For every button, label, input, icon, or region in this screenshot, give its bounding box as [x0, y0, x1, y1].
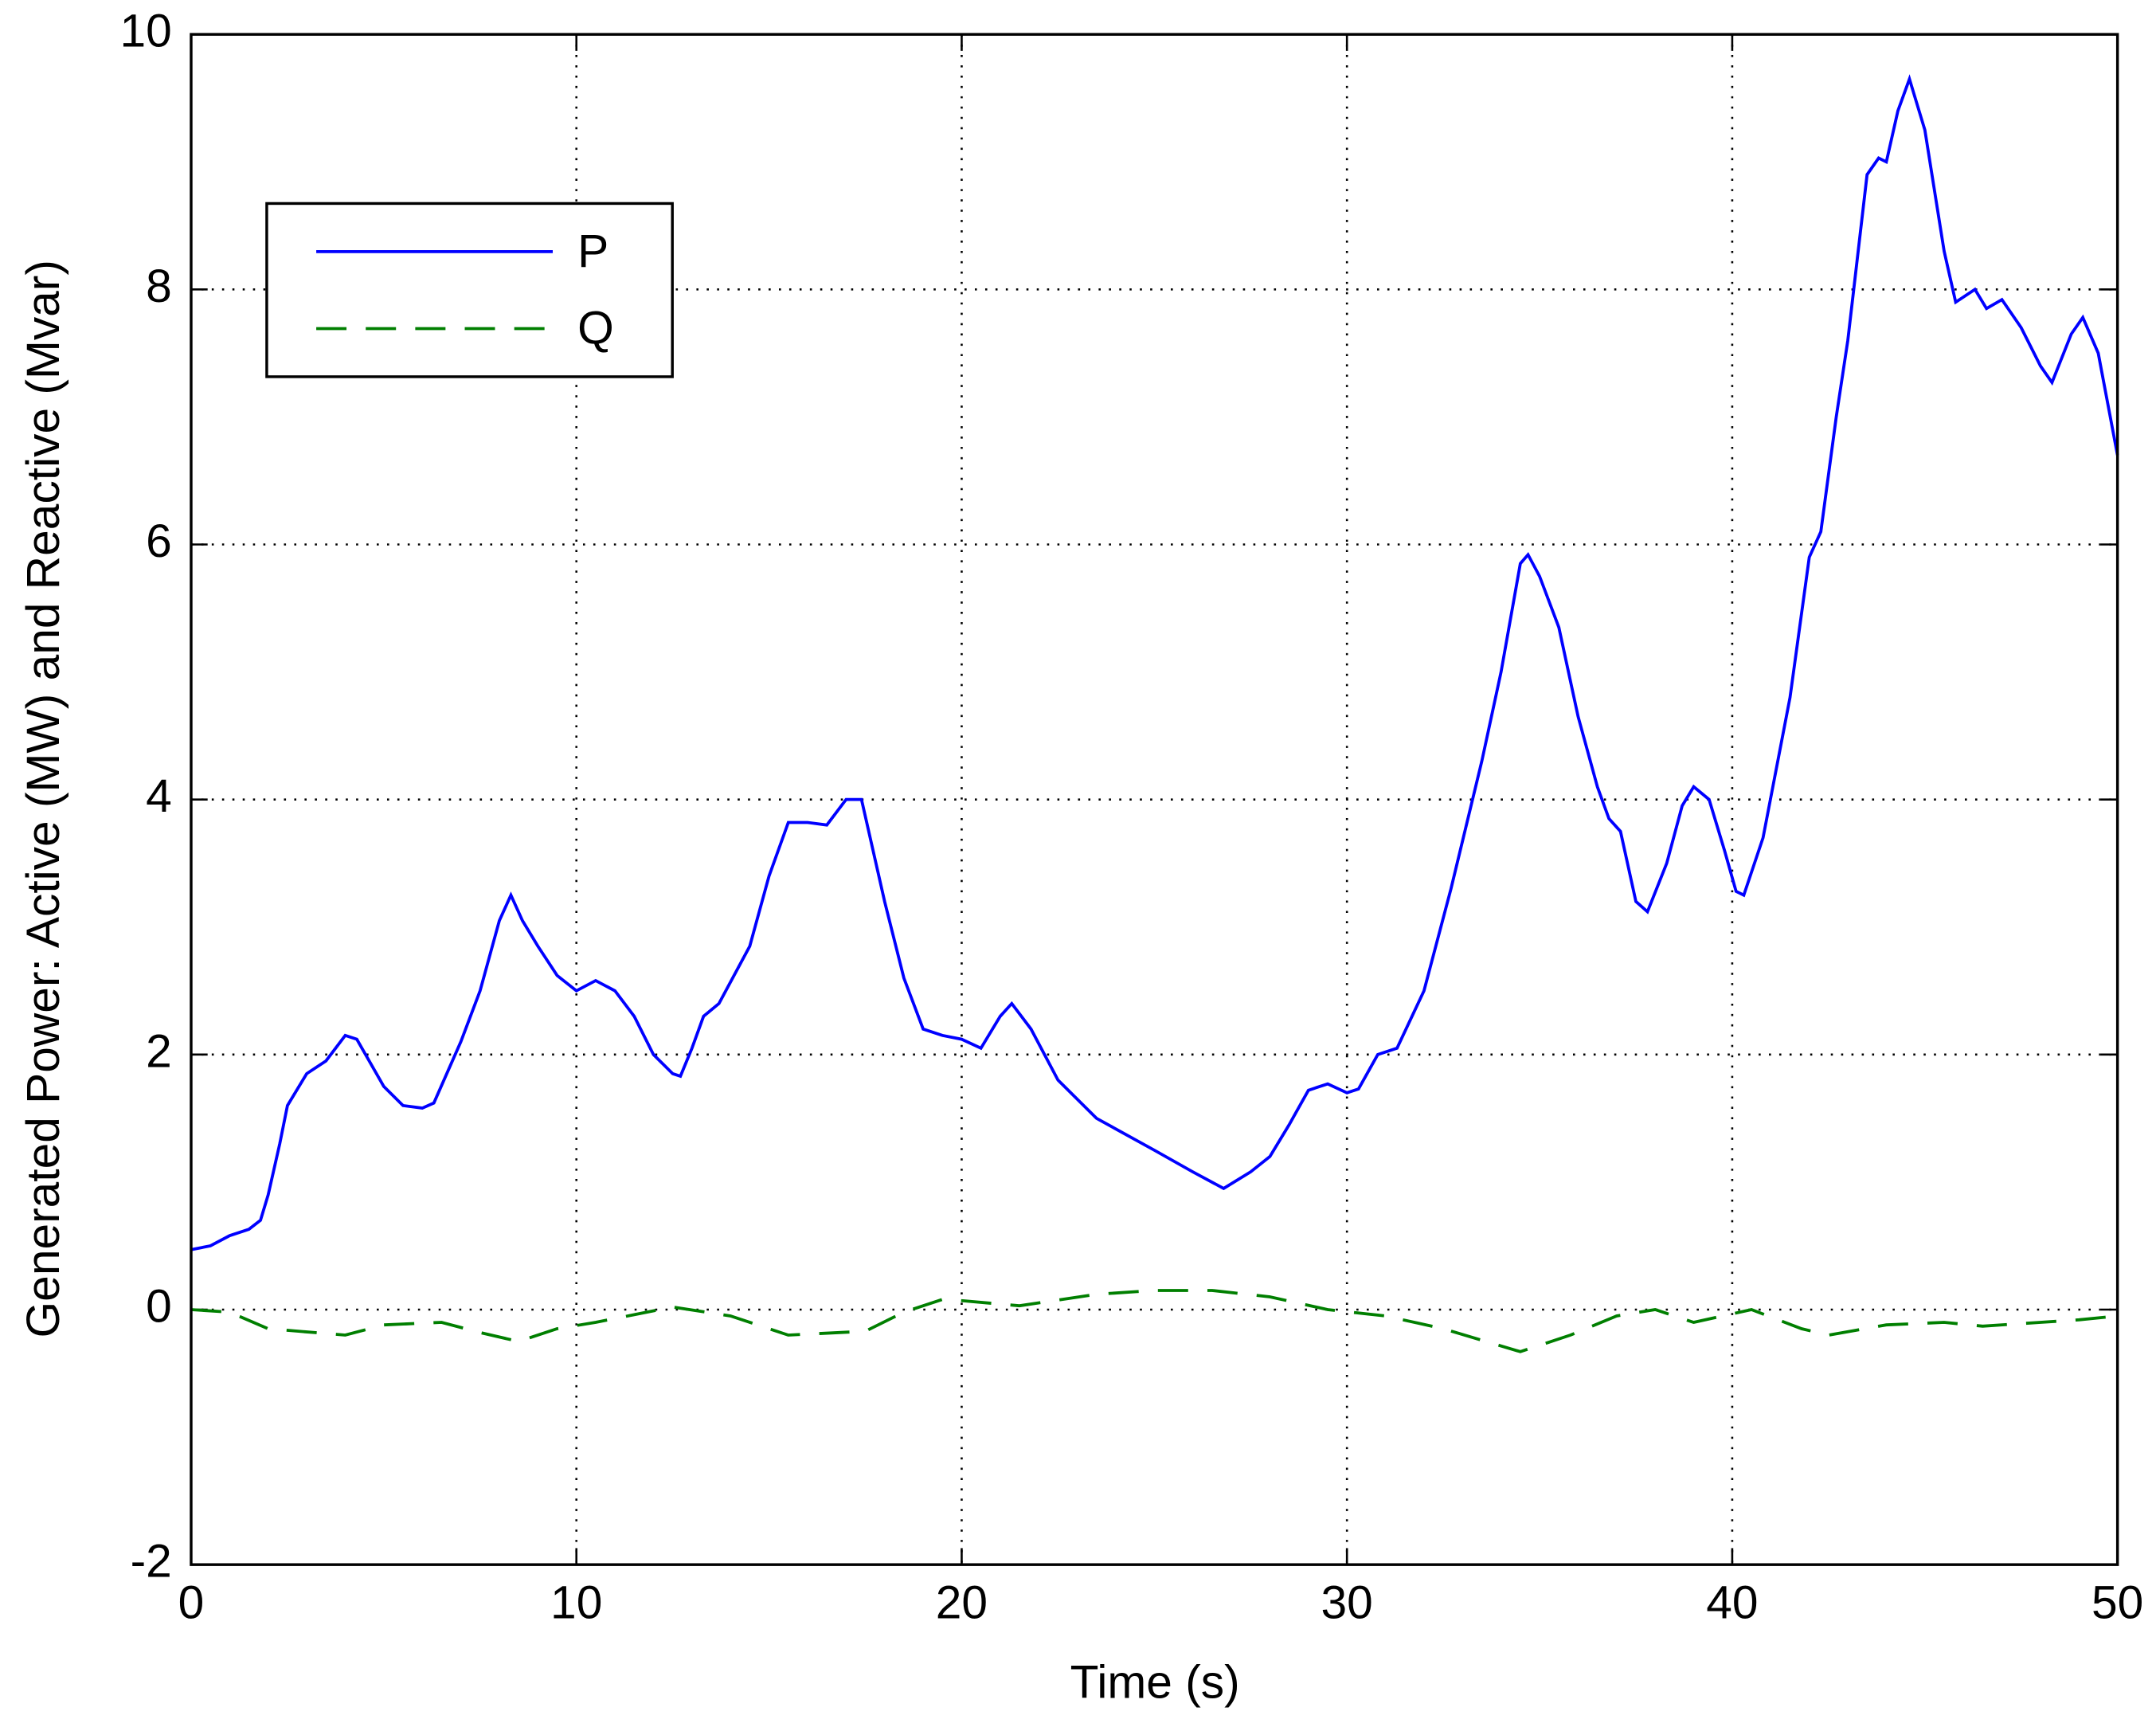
- data-line: [190, 1289, 2118, 1353]
- x-tick-label: 10: [550, 1576, 602, 1628]
- y-tick-label: 10: [120, 6, 172, 57]
- y-axis-label: Generated Power: Active (MW) and Reactiv…: [18, 260, 69, 1337]
- legend-box: [265, 202, 674, 378]
- y-tick-label: -2: [131, 1536, 172, 1588]
- y-tick-label: 8: [146, 260, 172, 312]
- legend-label: P: [577, 225, 608, 277]
- x-tick-label: 20: [936, 1576, 988, 1628]
- x-tick-label: 0: [178, 1576, 205, 1628]
- y-tick-label: 4: [146, 770, 172, 822]
- data-line: [190, 74, 2119, 1251]
- legend-label: Q: [577, 302, 614, 354]
- y-tick-label: 0: [146, 1280, 172, 1332]
- x-tick-label: 30: [1321, 1576, 1373, 1628]
- x-tick-label: 50: [2091, 1576, 2143, 1628]
- x-tick-label: 40: [1706, 1576, 1758, 1628]
- x-axis-label: Time (s): [1070, 1657, 1240, 1709]
- y-tick-label: 2: [146, 1025, 172, 1077]
- plot-frame: [190, 33, 2119, 1566]
- y-tick-label: 6: [146, 515, 172, 567]
